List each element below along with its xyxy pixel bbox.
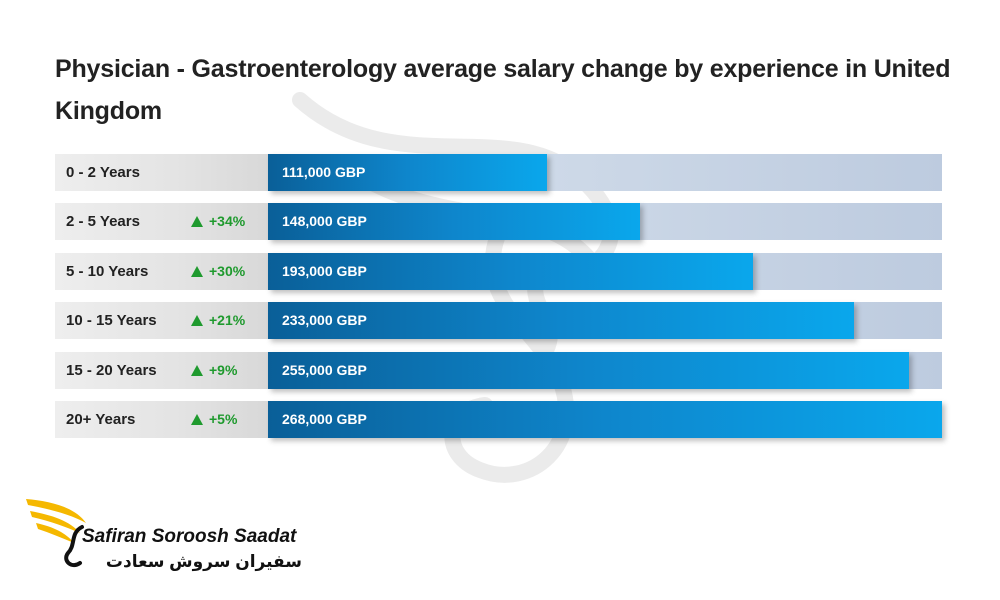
category-label: 2 - 5 Years (66, 213, 140, 231)
chart-row: 10 - 15 Years +21% 233,000 GBP (55, 302, 942, 340)
row-label-cell: 10 - 15 Years +21% (55, 302, 268, 340)
chart-row: 0 - 2 Years 111,000 GBP (55, 154, 942, 191)
salary-bar: 111,000 GBP (268, 154, 547, 191)
row-label-cell: 0 - 2 Years (55, 154, 268, 191)
bar-track: 148,000 GBP (268, 203, 942, 241)
bar-track: 111,000 GBP (268, 154, 942, 191)
salary-bar-chart: 0 - 2 Years 111,000 GBP 2 - 5 Years +34% 148… (55, 154, 942, 450)
bar-value-label: 255,000 GBP (282, 361, 367, 378)
change-badge: +30% (191, 253, 245, 290)
category-label: 15 - 20 Years (66, 361, 157, 379)
row-label-cell: 5 - 10 Years +30% (55, 252, 268, 290)
up-triangle-icon (191, 265, 203, 277)
bar-track: 268,000 GBP (268, 400, 942, 438)
brand-name-fa: سفیران سروش سعادت (105, 552, 302, 571)
up-triangle-icon (191, 216, 203, 228)
change-value: +5% (209, 410, 238, 427)
up-triangle-icon (191, 413, 203, 425)
row-label-cell: 15 - 20 Years +9% (55, 351, 268, 389)
salary-bar: 233,000 GBP (268, 302, 854, 340)
salary-bar: 193,000 GBP (268, 252, 753, 290)
category-label: 0 - 2 Years (66, 164, 140, 181)
chart-title: Physician - Gastroenterology average sal… (55, 55, 951, 125)
category-label: 20+ Years (66, 410, 136, 428)
bar-track: 193,000 GBP (268, 252, 942, 290)
chart-row: 2 - 5 Years +34% 148,000 GBP (55, 203, 942, 241)
row-label-cell: 2 - 5 Years +34% (55, 203, 268, 241)
change-value: +9% (209, 361, 238, 378)
bar-track: 233,000 GBP (268, 302, 942, 340)
chart-row: 15 - 20 Years +9% 255,000 GBP (55, 351, 942, 389)
change-value: +34% (209, 213, 246, 230)
bar-value-label: 148,000 GBP (282, 213, 367, 230)
bar-track: 255,000 GBP (268, 351, 942, 389)
category-label: 10 - 15 Years (66, 312, 157, 330)
change-badge: +5% (191, 401, 237, 438)
category-label: 5 - 10 Years (66, 262, 149, 280)
chart-row: 5 - 10 Years +30% 193,000 GBP (55, 252, 942, 290)
salary-bar: 268,000 GBP (268, 400, 942, 438)
bar-value-label: 193,000 GBP (282, 262, 367, 279)
bar-value-label: 111,000 GBP (282, 164, 366, 180)
change-badge: +34% (191, 203, 245, 240)
chart-row: 20+ Years +5% 268,000 GBP (55, 400, 942, 438)
salary-bar: 255,000 GBP (268, 351, 909, 389)
up-triangle-icon (191, 315, 203, 327)
change-value: +30% (209, 262, 246, 279)
golden-wing-icon (26, 499, 86, 568)
bar-value-label: 268,000 GBP (282, 410, 367, 427)
brand-name-en: Safiran Soroosh Saadat (82, 526, 297, 547)
brand-logo: Safiran Soroosh Saadat سفیران سروش سعادت (20, 493, 310, 583)
change-value: +21% (209, 312, 246, 329)
row-label-cell: 20+ Years +5% (55, 400, 268, 438)
change-badge: +9% (191, 352, 237, 389)
up-triangle-icon (191, 364, 203, 376)
bar-value-label: 233,000 GBP (282, 312, 367, 329)
salary-bar: 148,000 GBP (268, 203, 640, 241)
change-badge: +21% (191, 302, 245, 339)
